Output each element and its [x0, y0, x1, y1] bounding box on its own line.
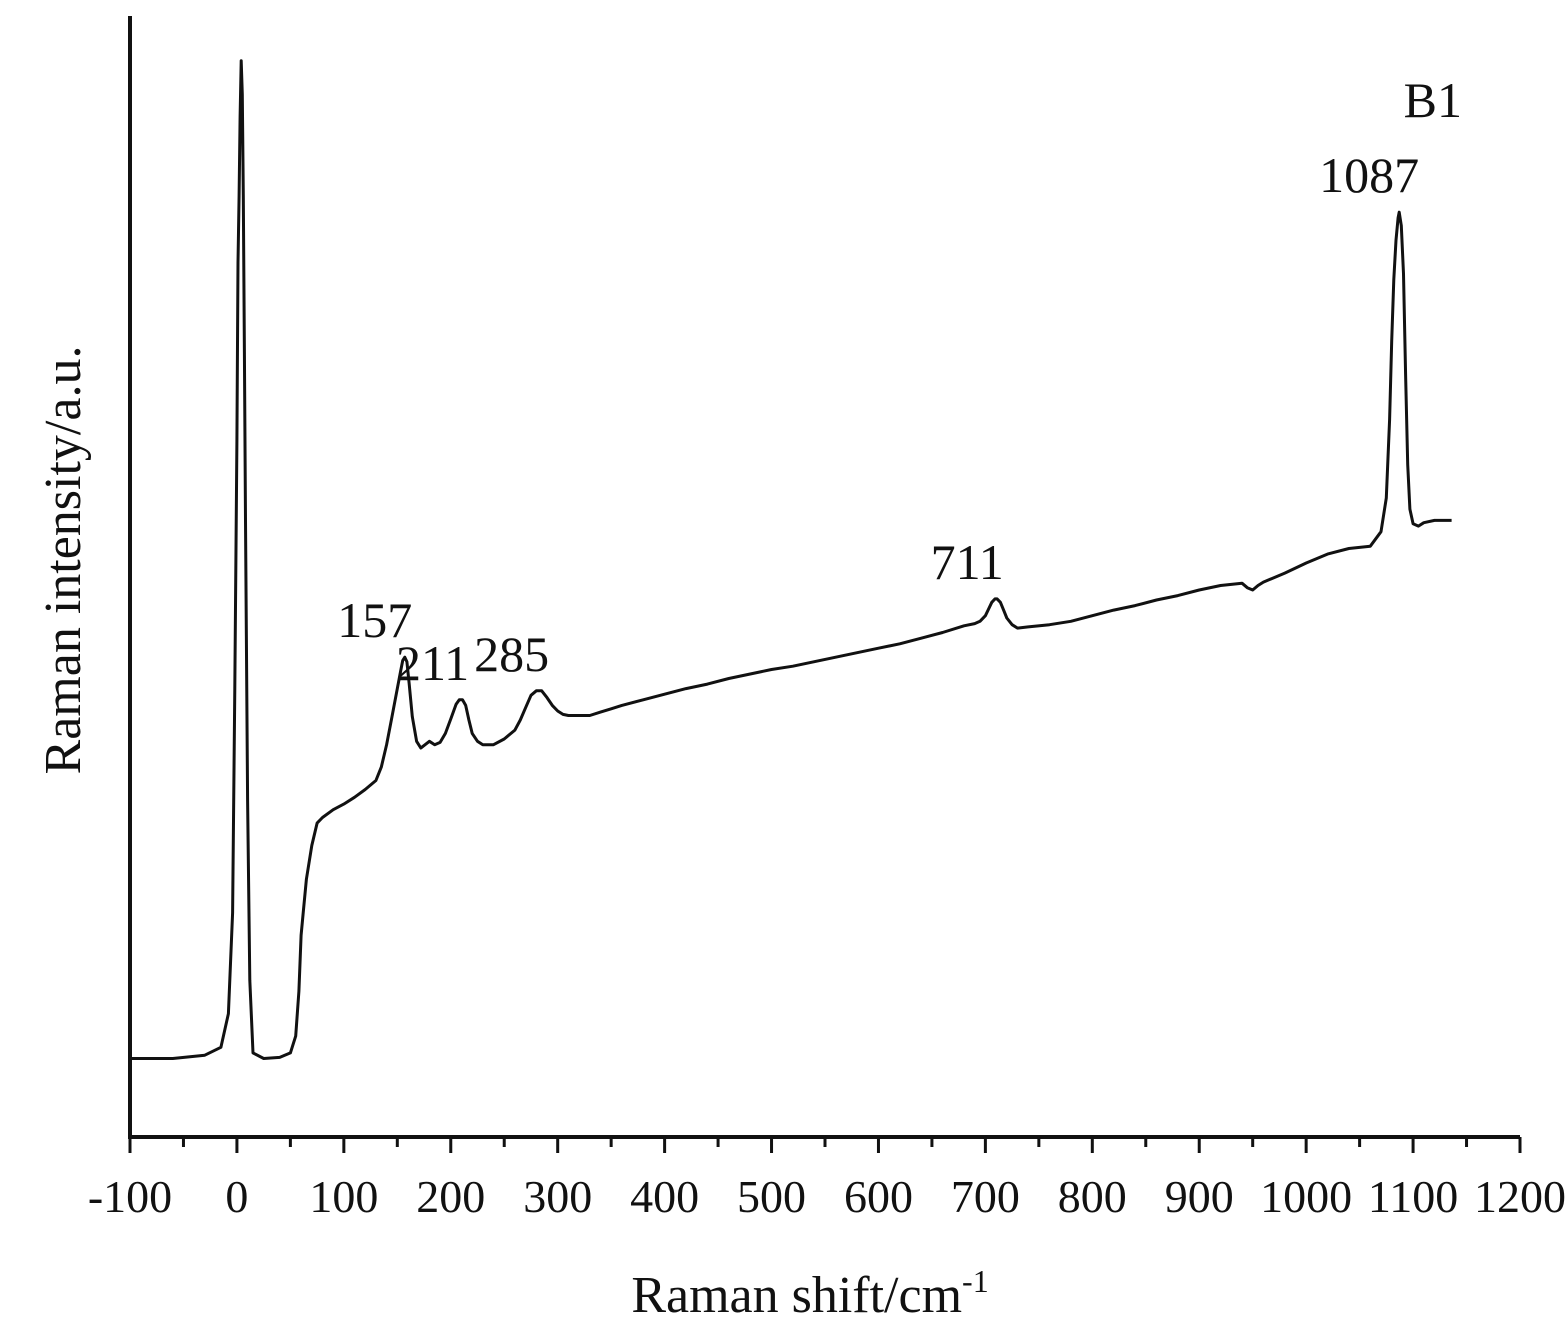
- x-tick-label: 1000: [1260, 1171, 1352, 1222]
- x-tick-label: 500: [737, 1171, 806, 1222]
- panel-label: B1: [1404, 72, 1462, 128]
- x-tick-label: 300: [523, 1171, 592, 1222]
- x-tick-label: 0: [225, 1171, 248, 1222]
- y-axis-title: Raman intensity/a.u.: [35, 346, 92, 775]
- peak-label: 711: [931, 534, 1004, 590]
- x-axis-title: Raman shift/cm-1: [631, 1263, 988, 1324]
- x-tick-label: 400: [630, 1171, 699, 1222]
- x-tick-label: 100: [309, 1171, 378, 1222]
- x-tick-label: 1100: [1368, 1171, 1458, 1222]
- x-tick-label: 200: [416, 1171, 485, 1222]
- peak-label: 1087: [1319, 147, 1419, 203]
- peak-label: 285: [474, 626, 549, 682]
- x-tick-label: 1200: [1474, 1171, 1566, 1222]
- x-axis-title-text: Raman shift/cm: [631, 1267, 962, 1324]
- x-axis-ticks: [128, 1137, 1522, 1153]
- spectrum-line: [130, 59, 1452, 1060]
- x-tick-label: 600: [844, 1171, 913, 1222]
- x-tick-label: -100: [88, 1171, 172, 1222]
- x-tick-label: 800: [1058, 1171, 1127, 1222]
- peak-label: 211: [396, 635, 469, 691]
- peak-label: 157: [337, 592, 412, 648]
- x-axis-title-superscript: -1: [962, 1263, 989, 1299]
- x-axis-tick-labels: -100 0 100 200 300 400 500 600 700 800 900 1000 1100…: [88, 1171, 1566, 1222]
- x-tick-label: 700: [951, 1171, 1020, 1222]
- x-tick-label: 900: [1165, 1171, 1234, 1222]
